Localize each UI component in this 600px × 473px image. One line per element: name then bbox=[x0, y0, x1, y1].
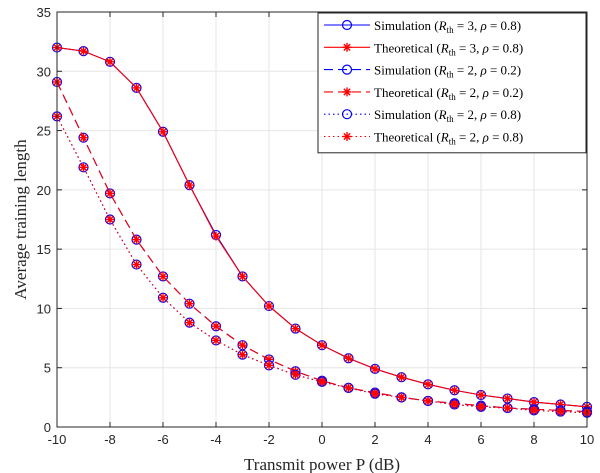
data-point bbox=[158, 271, 168, 281]
legend-label: Simulation (Rth = 3, ρ = 0.8) bbox=[374, 18, 521, 35]
data-point bbox=[185, 180, 194, 190]
data-point bbox=[344, 383, 353, 393]
legend-label: Simulation (Rth = 2, ρ = 0.2) bbox=[374, 63, 521, 80]
data-point bbox=[105, 57, 115, 67]
series-layer bbox=[51, 42, 593, 418]
legend-swatch-marker bbox=[341, 109, 353, 120]
data-point bbox=[344, 353, 353, 363]
data-point bbox=[317, 377, 327, 387]
y-tick-label: 15 bbox=[37, 242, 51, 257]
legend-entry: Simulation (Rth = 3, ρ = 0.8) bbox=[324, 18, 521, 35]
legend-swatch-marker bbox=[342, 87, 352, 97]
data-point bbox=[423, 396, 433, 406]
legend-entry: Simulation (Rth = 2, ρ = 0.2) bbox=[324, 63, 521, 80]
y-tick-label: 10 bbox=[37, 301, 51, 316]
data-point bbox=[397, 372, 406, 382]
y-tick-label: 25 bbox=[37, 124, 51, 139]
legend-entry: Theoretical (Rth = 2, ρ = 0.2) bbox=[324, 85, 523, 102]
data-point bbox=[105, 188, 115, 198]
data-point bbox=[185, 299, 194, 309]
data-point bbox=[132, 235, 141, 245]
legend-swatch-marker bbox=[341, 19, 353, 31]
data-point bbox=[370, 364, 380, 374]
legend-label: Simulation (Rth = 2, ρ = 0.8) bbox=[374, 107, 521, 124]
legend-entry: Simulation (Rth = 2, ρ = 0.8) bbox=[324, 107, 521, 124]
data-point bbox=[158, 127, 168, 137]
data-point bbox=[211, 321, 221, 331]
y-tick-label: 35 bbox=[37, 5, 51, 20]
data-point bbox=[132, 260, 141, 270]
data-point bbox=[529, 405, 539, 415]
y-axis-label: Average training length bbox=[11, 139, 30, 300]
x-tick-label: 0 bbox=[318, 432, 325, 447]
legend-swatch-marker bbox=[341, 64, 353, 75]
x-tick-label: 8 bbox=[530, 432, 537, 447]
x-tick-label: -10 bbox=[48, 432, 67, 447]
data-point bbox=[238, 340, 247, 350]
x-tick-label: -2 bbox=[263, 432, 275, 447]
data-point bbox=[397, 392, 406, 402]
data-point bbox=[79, 46, 88, 56]
y-tick-label: 30 bbox=[37, 64, 51, 79]
legend-entry: Theoretical (Rth = 2, ρ = 0.8) bbox=[324, 130, 523, 147]
data-point bbox=[503, 403, 512, 413]
data-point bbox=[370, 389, 380, 399]
x-tick-label: -8 bbox=[104, 432, 116, 447]
data-point bbox=[211, 231, 221, 241]
x-tick-label: -4 bbox=[210, 432, 222, 447]
legend-entry: Theoretical (Rth = 3, ρ = 0.8) bbox=[324, 40, 523, 57]
data-point bbox=[450, 385, 459, 395]
data-point bbox=[79, 133, 88, 143]
series-5 bbox=[52, 111, 592, 418]
data-point bbox=[317, 340, 327, 350]
data-point bbox=[264, 301, 274, 311]
x-tick-label: 4 bbox=[424, 432, 431, 447]
legend-swatch-marker bbox=[342, 42, 352, 52]
ticks: -10 -8 -6 -4 -2 0 2 4 6 8 10 0 5 10 15 20 25 30 35 bbox=[37, 5, 595, 447]
data-point bbox=[105, 215, 115, 224]
data-point bbox=[211, 335, 221, 345]
series-line bbox=[56, 116, 588, 414]
data-point bbox=[238, 350, 247, 360]
y-tick-label: 5 bbox=[44, 361, 51, 376]
y-tick-label: 20 bbox=[37, 183, 51, 198]
x-tick-label: -6 bbox=[157, 432, 169, 447]
data-point bbox=[185, 318, 194, 328]
data-point bbox=[476, 402, 486, 412]
x-tick-label: 6 bbox=[477, 432, 484, 447]
y-tick-label: 0 bbox=[44, 420, 51, 435]
x-axis-label: Transmit power P (dB) bbox=[244, 455, 400, 473]
data-point bbox=[529, 397, 539, 407]
legend-label: Theoretical (Rth = 2, ρ = 0.2) bbox=[374, 85, 523, 102]
data-point bbox=[476, 390, 486, 400]
data-point bbox=[291, 370, 300, 380]
data-point bbox=[556, 407, 565, 417]
data-point bbox=[132, 83, 141, 93]
legend-box bbox=[317, 12, 587, 154]
data-point bbox=[264, 360, 274, 370]
data-point bbox=[158, 293, 168, 303]
data-point bbox=[450, 399, 459, 409]
data-point bbox=[79, 162, 88, 172]
legend-label: Theoretical (Rth = 2, ρ = 0.8) bbox=[374, 130, 523, 147]
x-tick-label: 2 bbox=[371, 432, 378, 447]
x-tick-label: 10 bbox=[580, 432, 594, 447]
legend: Simulation (Rth = 3, ρ = 0.8) Theoretical… bbox=[317, 12, 587, 154]
data-point bbox=[423, 379, 433, 389]
legend-label: Theoretical (Rth = 3, ρ = 0.8) bbox=[374, 40, 523, 57]
data-point bbox=[291, 324, 300, 334]
legend-swatch-marker bbox=[342, 132, 352, 141]
data-point bbox=[238, 271, 247, 281]
data-point bbox=[503, 394, 512, 404]
